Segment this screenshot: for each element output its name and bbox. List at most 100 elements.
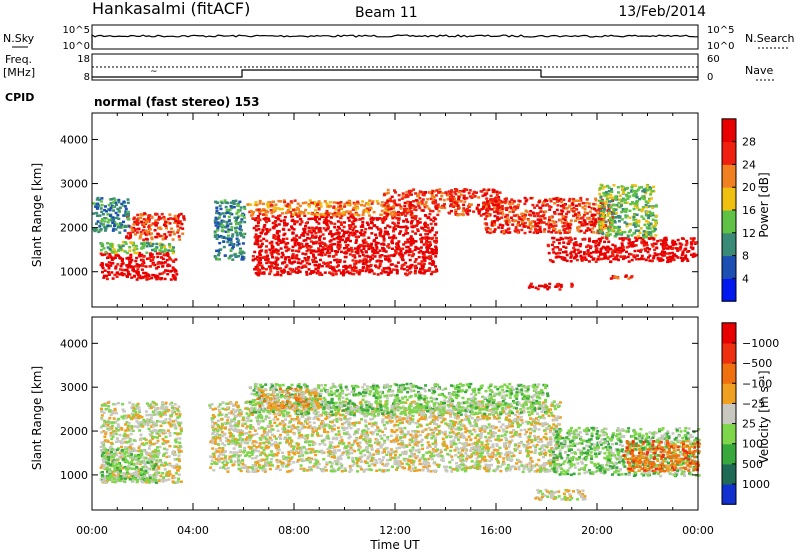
velocity-cell: [130, 450, 133, 453]
velocity-cell: [116, 462, 120, 466]
power-cell: [179, 212, 183, 216]
power-cell: [156, 255, 160, 259]
power-cell: [158, 226, 162, 229]
power-cell: [594, 199, 598, 202]
power-cell: [364, 209, 368, 213]
power-cell: [510, 198, 514, 201]
power-cell: [610, 212, 614, 216]
velocity-cell: [123, 432, 127, 435]
velocity-cell: [106, 424, 110, 427]
power-cell: [281, 271, 285, 274]
power-cell: [126, 270, 130, 274]
power-cell: [130, 259, 134, 262]
power-cell: [118, 226, 122, 229]
power-cell: [110, 242, 114, 246]
cpid-label: CPID: [5, 91, 34, 104]
power-cell: [500, 210, 504, 214]
velocity-cell: [123, 477, 127, 481]
power-cell: [294, 211, 298, 215]
power-cell: [599, 207, 603, 210]
power-cell: [431, 194, 434, 198]
power-cell: [551, 219, 555, 223]
power-cell: [539, 230, 543, 233]
power-cell: [384, 210, 387, 214]
power-cell: [331, 214, 335, 217]
power-cell: [568, 205, 572, 208]
velocity-cell: [177, 459, 181, 463]
power-cell: [236, 210, 240, 214]
power-cell: [218, 241, 222, 245]
power-cell: [143, 212, 147, 215]
power-cell: [347, 202, 351, 205]
velocity-cell: [167, 429, 170, 432]
power-cell: [215, 206, 219, 209]
power-cell: [382, 235, 385, 238]
power-cell: [527, 226, 531, 229]
power-cell: [611, 196, 615, 200]
power-cell: [341, 211, 345, 214]
power-cell: [548, 282, 552, 286]
power-cell: [155, 221, 159, 225]
power-cell: [395, 224, 399, 228]
power-cell: [599, 204, 603, 208]
power-cell: [609, 193, 613, 197]
power-cell: [157, 215, 161, 219]
power-cell: [411, 230, 415, 233]
velocity-cell: [135, 420, 139, 423]
power-cell: [529, 210, 533, 213]
velocity-cell: [101, 475, 105, 479]
power-cell: [378, 249, 382, 252]
power-cell: [553, 202, 557, 205]
power-cell: [304, 253, 308, 256]
power-cell: [336, 220, 340, 223]
power-cell: [435, 268, 438, 271]
power-cell: [601, 215, 605, 218]
power-cell: [641, 208, 645, 211]
power-cell: [290, 227, 294, 230]
power-cell: [310, 226, 314, 230]
power-cell: [287, 256, 291, 259]
power-cell: [95, 211, 99, 215]
power-cell: [560, 212, 563, 216]
power-cell: [235, 231, 239, 235]
power-cell: [611, 250, 615, 253]
power-cell: [505, 197, 508, 200]
power-cell: [390, 206, 394, 209]
power-cell: [274, 223, 278, 227]
power-cell: [477, 203, 480, 207]
power-cell: [163, 248, 167, 251]
power-cell: [434, 205, 438, 209]
power-cell: [520, 228, 524, 232]
power-cell: [676, 249, 680, 252]
power-cell: [653, 252, 657, 255]
power-cell: [284, 211, 288, 215]
power-cell: [169, 278, 173, 281]
power-cell: [259, 239, 263, 242]
velocity-cell: [130, 443, 134, 446]
power-cell: [435, 231, 439, 234]
velocity-cell: [110, 450, 114, 454]
power-cell: [290, 201, 294, 204]
power-cell: [418, 201, 422, 204]
power-cell: [421, 256, 425, 259]
power-cell: [256, 224, 260, 228]
power-cell: [105, 274, 108, 278]
power-cell: [582, 222, 585, 226]
power-cell: [120, 202, 124, 206]
power-cell: [603, 246, 607, 249]
velocity-cell: [137, 409, 141, 412]
power-cell: [553, 221, 556, 224]
power-cell: [145, 278, 149, 281]
power-cell: [328, 201, 332, 204]
power-cell: [330, 249, 334, 252]
power-cell: [369, 255, 373, 258]
power-cell: [390, 195, 394, 199]
power-cell: [569, 219, 573, 222]
power-cell: [396, 221, 400, 225]
power-cell: [440, 206, 444, 209]
power-cell: [405, 273, 409, 276]
power-cell: [325, 212, 329, 215]
velocity-cell: [173, 458, 177, 461]
power-cell: [652, 242, 656, 245]
